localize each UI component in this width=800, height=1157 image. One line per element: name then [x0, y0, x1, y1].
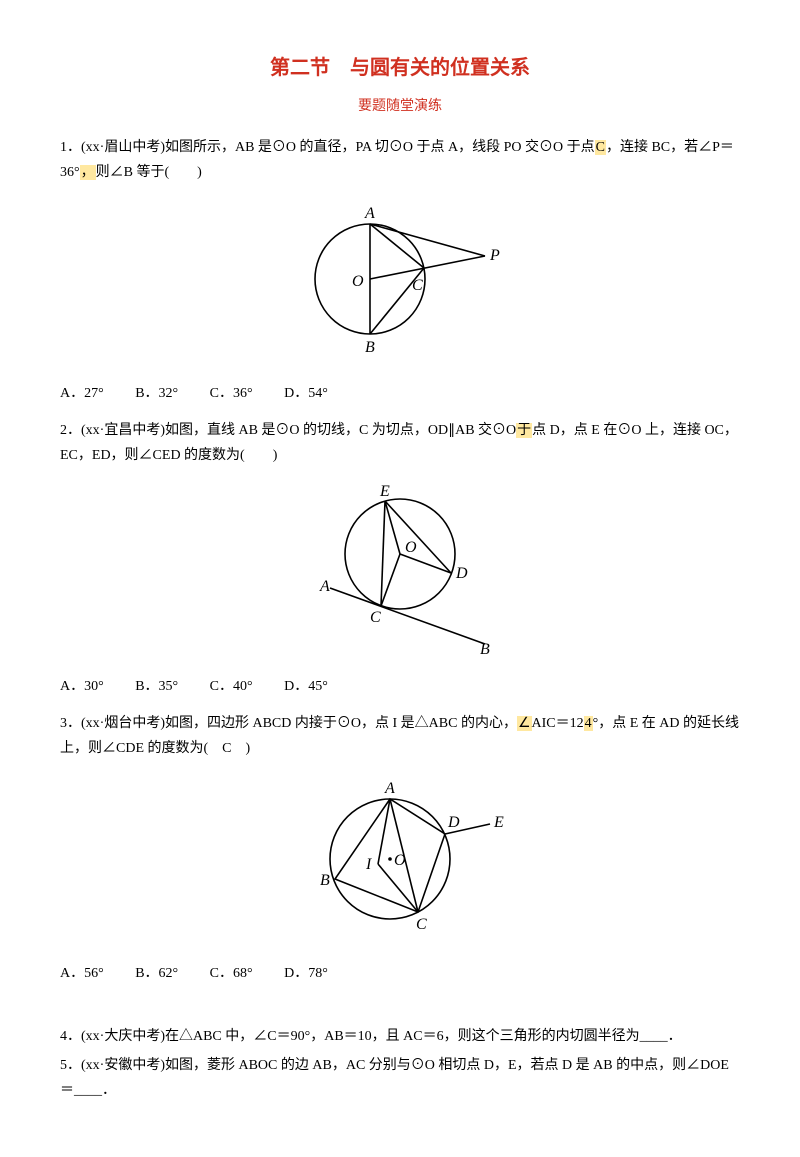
q3-hl1: ∠ [517, 716, 532, 731]
svg-text:E: E [493, 814, 504, 831]
q1-choice-a: A．27° [60, 381, 104, 406]
q2-text-a: 2．(xx·宜昌中考)如图，直线 AB 是⊙O 的切线，C 为切点，OD∥AB … [60, 423, 516, 438]
q3-choice-b: B．62° [135, 961, 178, 986]
svg-text:B: B [480, 641, 490, 656]
page-subtitle: 要题随堂演练 [60, 94, 740, 119]
svg-text:A: A [384, 780, 395, 797]
q2-choice-b: B．35° [135, 674, 178, 699]
q2-choice-c: C．40° [210, 674, 253, 699]
q3-text-b: AIC＝12 [532, 716, 584, 731]
question-5: 5．(xx·安徽中考)如图，菱形 ABOC 的边 AB，AC 分别与⊙O 相切点… [60, 1053, 740, 1103]
question-2: 2．(xx·宜昌中考)如图，直线 AB 是⊙O 的切线，C 为切点，OD∥AB … [60, 418, 740, 468]
q2-hl: 于 [516, 423, 532, 438]
question-1: 1．(xx·眉山中考)如图所示，AB 是⊙O 的直径，PA 切⊙O 于点 A，线… [60, 135, 740, 185]
question-4: 4．(xx·大庆中考)在△ABC 中，∠C＝90°，AB＝10，且 AC＝6，则… [60, 1024, 740, 1049]
q2-choices: A．30° B．35° C．40° D．45° [60, 674, 740, 699]
q5-text: 5．(xx·安徽中考)如图，菱形 ABOC 的边 AB，AC 分别与⊙O 相切点… [60, 1058, 729, 1098]
q4-text: 4．(xx·大庆中考)在△ABC 中，∠C＝90°，AB＝10，且 AC＝6，则… [60, 1029, 682, 1044]
q1-hl1: C [595, 140, 606, 155]
q1-hl2: ， [80, 165, 96, 180]
q3-choice-a: A．56° [60, 961, 104, 986]
svg-text:B: B [365, 339, 375, 356]
figure-3: A B C D E I O [60, 769, 740, 953]
question-3: 3．(xx·烟台中考)如图，四边形 ABCD 内接于⊙O，点 I 是△ABC 的… [60, 711, 740, 761]
svg-text:A: A [319, 578, 330, 595]
svg-text:C: C [412, 277, 423, 294]
svg-text:C: C [416, 916, 427, 933]
q1-choices: A．27° B．32° C．36° D．54° [60, 381, 740, 406]
q2-choice-a: A．30° [60, 674, 104, 699]
q1-choice-b: B．32° [135, 381, 178, 406]
svg-text:O: O [352, 273, 364, 290]
svg-text:B: B [320, 872, 330, 889]
svg-text:I: I [365, 856, 372, 873]
q3-text-a: 3．(xx·烟台中考)如图，四边形 ABCD 内接于⊙O，点 I 是△ABC 的… [60, 716, 517, 731]
page-title: 第二节 与圆有关的位置关系 [60, 50, 740, 86]
svg-text:D: D [455, 565, 468, 582]
svg-text:O: O [405, 539, 417, 556]
svg-text:C: C [370, 609, 381, 626]
q3-choice-d: D．78° [284, 961, 328, 986]
figure-1: A B O P C [60, 194, 740, 373]
q1-choice-d: D．54° [284, 381, 328, 406]
svg-text:P: P [489, 247, 500, 264]
q1-choice-c: C．36° [210, 381, 253, 406]
q3-hl2: 4 [584, 716, 593, 731]
svg-text:D: D [447, 814, 460, 831]
svg-text:A: A [364, 205, 375, 222]
q3-choices: A．56° B．62° C．68° D．78° [60, 961, 740, 986]
q1-text-a: 1．(xx·眉山中考)如图所示，AB 是⊙O 的直径，PA 切⊙O 于点 A，线… [60, 140, 595, 155]
svg-text:E: E [379, 483, 390, 500]
figure-2: E O D C A B [60, 476, 740, 665]
svg-text:O: O [394, 852, 406, 869]
q1-text-c: 则∠B 等于( ) [96, 165, 202, 180]
q2-choice-d: D．45° [284, 674, 328, 699]
q3-choice-c: C．68° [210, 961, 253, 986]
